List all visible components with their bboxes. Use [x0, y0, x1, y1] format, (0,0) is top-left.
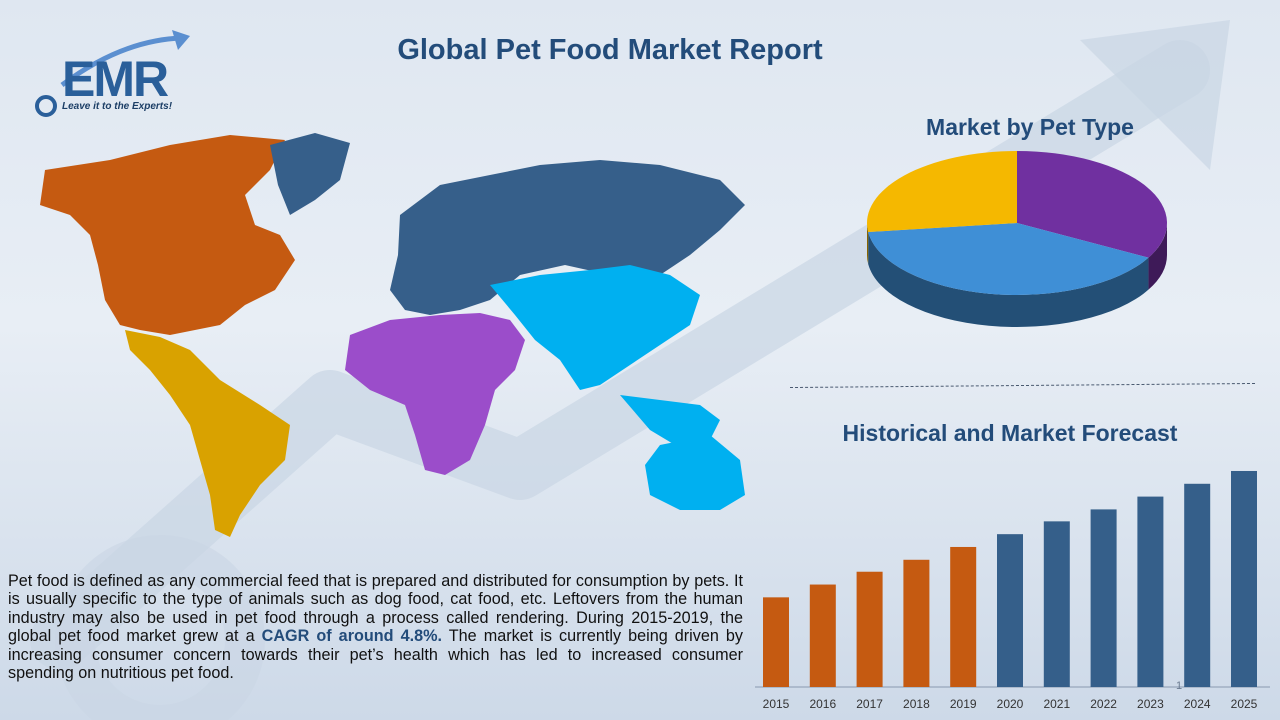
logo-tagline: Leave it to the Experts! [62, 101, 173, 112]
bar-2025 [1231, 470, 1257, 687]
tick-label-2021: 2021 [1043, 697, 1070, 711]
tick-label-2019: 2019 [950, 697, 977, 711]
bar-2022 [1090, 509, 1117, 687]
bar-2015 [763, 597, 789, 687]
emr-logo: EMR Leave it to the Experts! [32, 30, 202, 120]
tick-label-2020: 2020 [997, 697, 1024, 711]
pet-type-pie-chart [867, 151, 1167, 327]
forecast-bar-chart: 2015 2016 2017 2018 2019 2020 2021 2022 2023 2024… [755, 470, 1270, 711]
market-description: Pet food is defined as any commercial fe… [8, 572, 743, 682]
page-number: 1 [1176, 680, 1183, 692]
bar-chart-title: Historical and Market Forecast [842, 420, 1178, 446]
pie-chart-title: Market by Pet Type [926, 114, 1134, 140]
bar-2024 [1184, 483, 1211, 687]
tick-label-2017: 2017 [856, 697, 883, 711]
bar-2016 [809, 584, 836, 687]
bar-2018 [903, 559, 930, 687]
logo-arrow-icon [35, 30, 190, 117]
description-text-2: The market is currently being driven by … [8, 627, 743, 683]
tick-label-2024: 2024 [1184, 697, 1211, 711]
pie-slice-side-2 [867, 223, 869, 265]
tick-label-2015: 2015 [763, 697, 790, 711]
map-region-north-america [40, 135, 295, 335]
description-text-1: Pet food is defined as any commercial fe… [8, 572, 743, 646]
tick-label-2023: 2023 [1137, 697, 1164, 711]
page-title: Global Pet Food Market Report [397, 34, 823, 66]
bar-2023 [1137, 496, 1164, 687]
pie-slice-0 [1017, 151, 1167, 258]
cagr-highlight: CAGR of around 4.8%. [261, 627, 442, 646]
bar-2020 [997, 534, 1023, 687]
tick-label-2016: 2016 [809, 697, 836, 711]
pie-slice-side-0 [1148, 223, 1167, 290]
pie-slice-2 [867, 151, 1017, 233]
pie-slice-side-1 [868, 232, 1149, 327]
map-region-africa-middle-east [345, 313, 525, 475]
pie-slice-1 [868, 223, 1149, 296]
world-map [40, 133, 745, 537]
tick-label-2018: 2018 [903, 697, 930, 711]
bar-2021 [1043, 521, 1070, 687]
map-region-latin-america [125, 330, 290, 537]
bar-2019 [950, 546, 977, 687]
tick-label-2025: 2025 [1231, 697, 1258, 711]
map-region-asia-pacific [490, 265, 745, 510]
tick-label-2022: 2022 [1090, 697, 1117, 711]
bar-2017 [856, 571, 883, 687]
logo-text: EMR [62, 51, 169, 107]
